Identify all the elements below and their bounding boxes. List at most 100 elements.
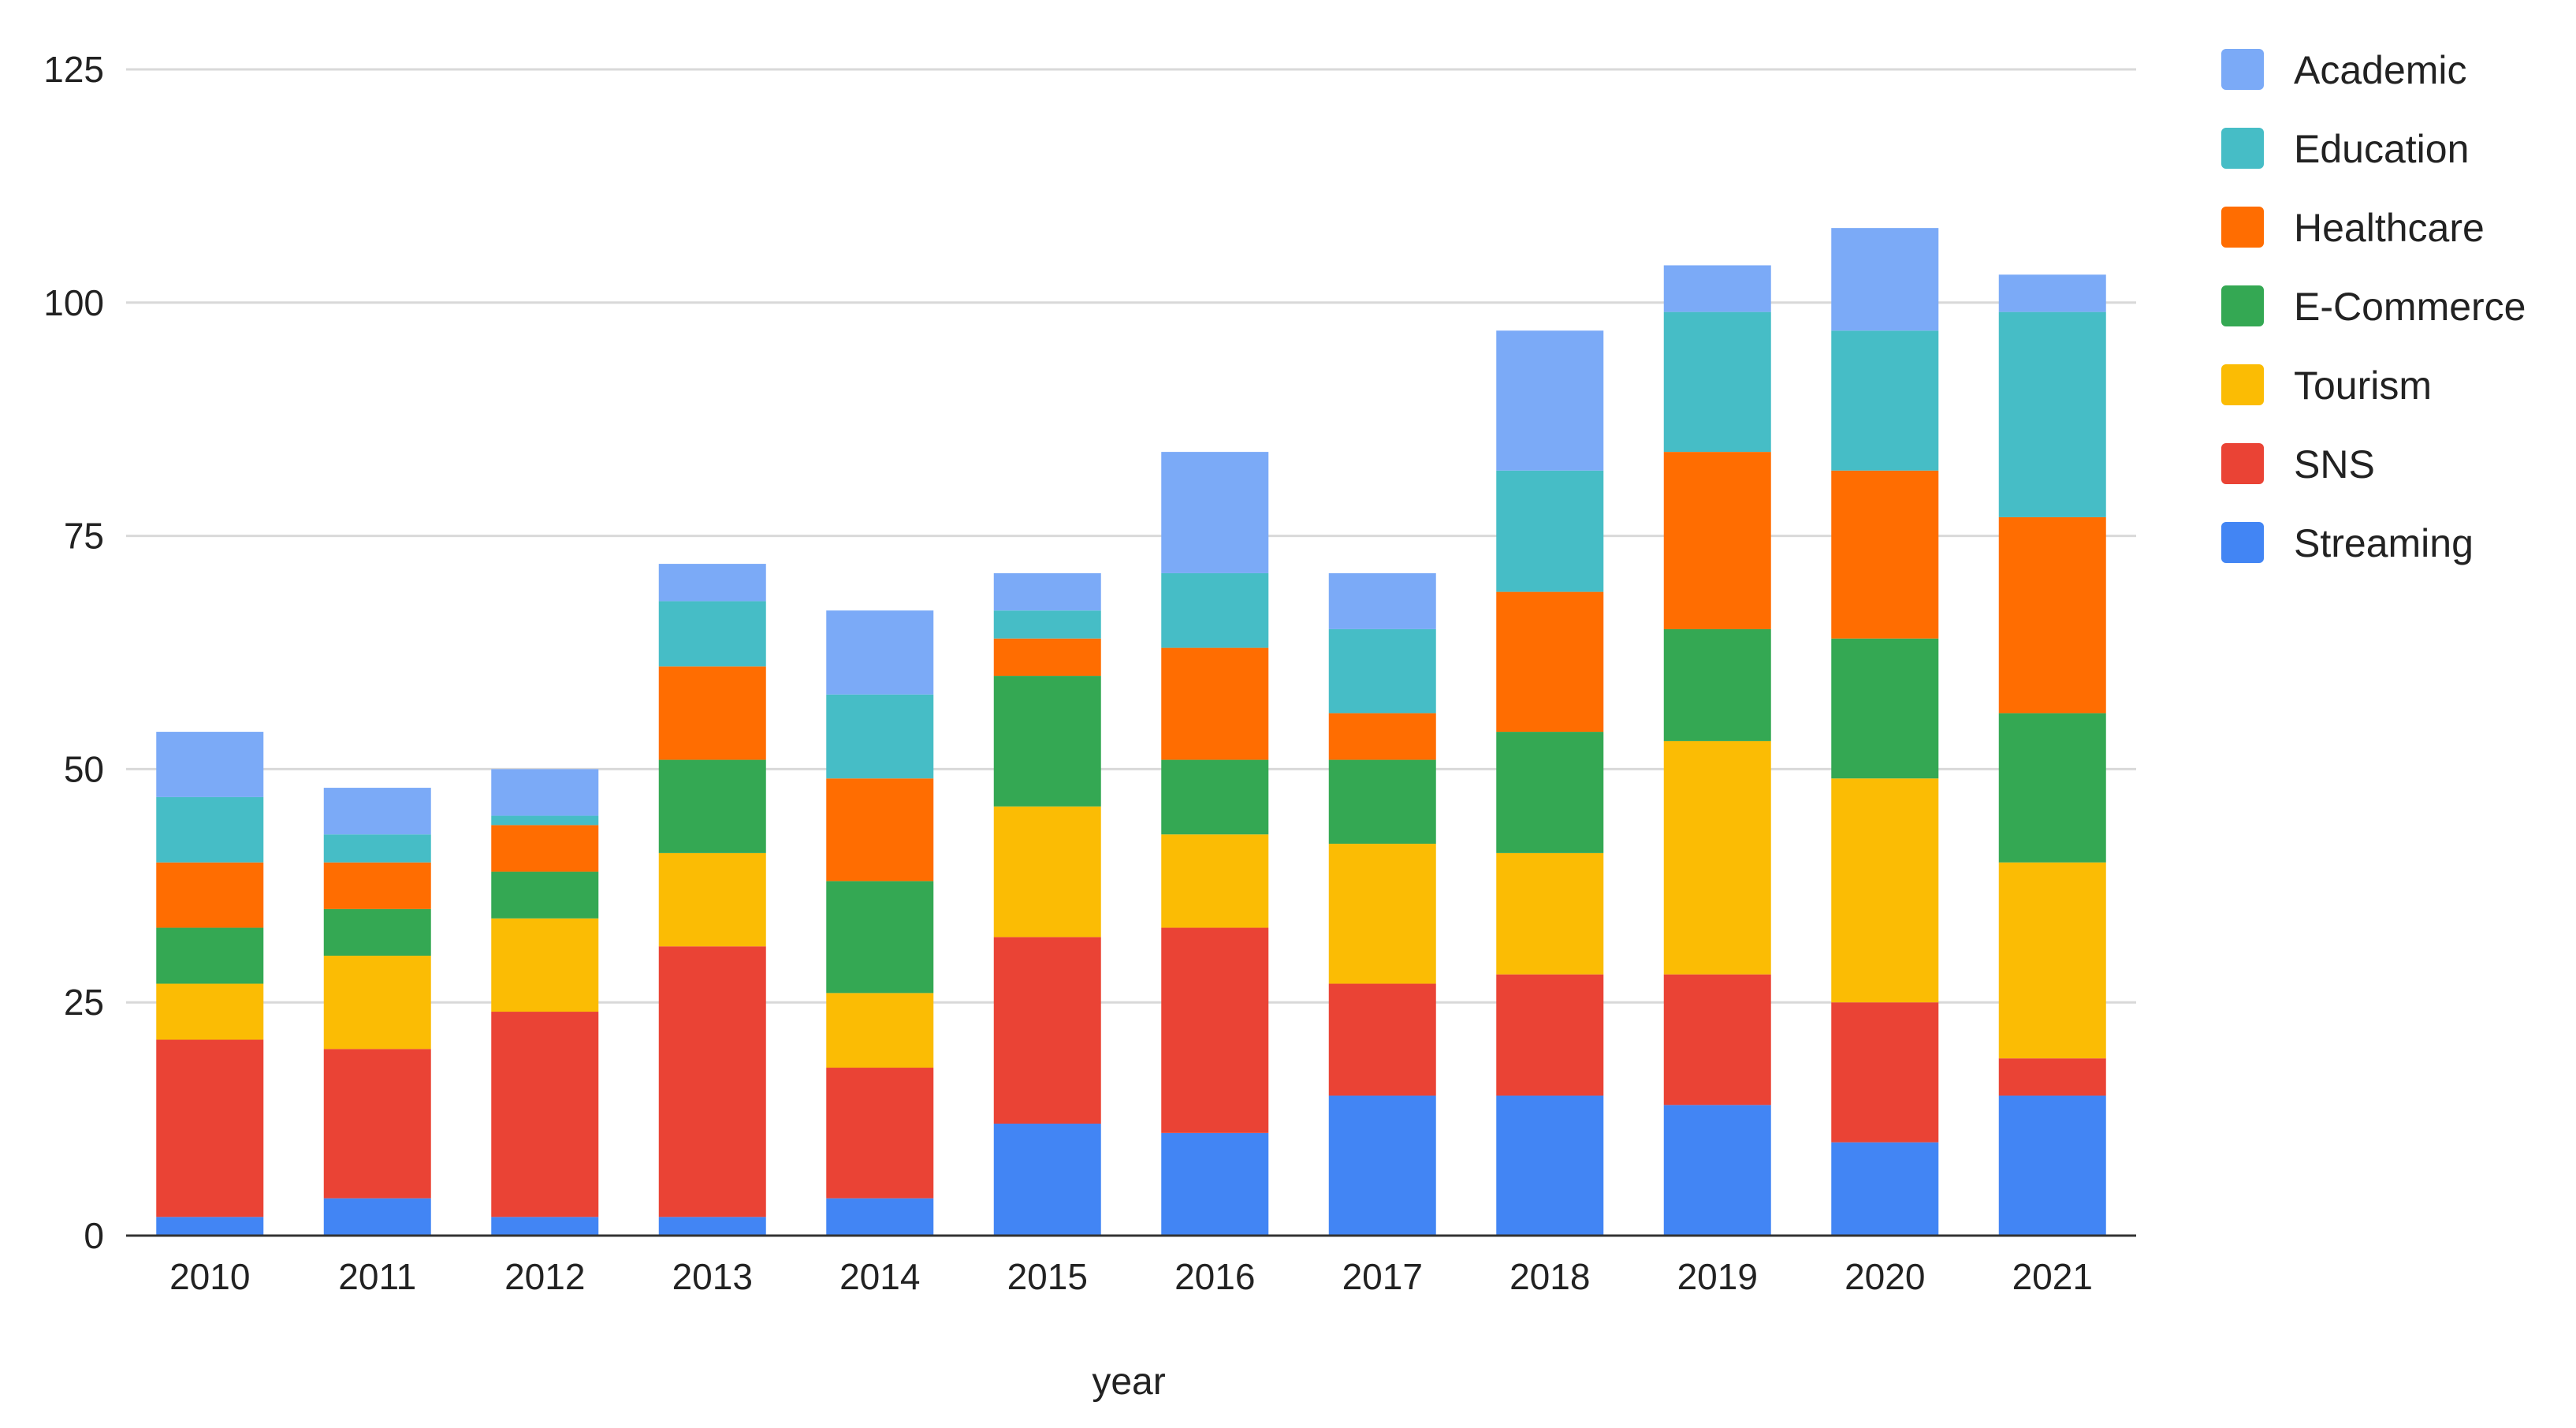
x-tick-label: 2016 [1174,1256,1255,1297]
legend-label: SNS [2294,442,2375,487]
bar-segment-tourism-2010 [156,983,264,1040]
bar-segment-academic-2019 [1663,265,1771,312]
bar-segment-sns-2014 [826,1068,934,1199]
bar-segment-education-2016 [1161,572,1269,648]
x-tick-label: 2011 [338,1256,416,1297]
x-tick-label: 2019 [1677,1256,1758,1297]
bar-segment-healthcare-2016 [1161,647,1269,760]
bar-segment-academic-2011 [323,788,431,835]
bar-segment-streaming-2011 [323,1198,431,1236]
legend-label: Tourism [2294,364,2432,408]
legend-label: Academic [2294,48,2467,92]
bar-segment-tourism-2014 [826,993,934,1068]
y-tick-label: 100 [43,282,104,323]
bar-segment-tourism-2016 [1161,834,1269,928]
bar-segment-e-commerce-2010 [156,927,264,984]
axes: 0 25 50 75 100 125 2010 2011 2012 2013 2014 2015 201… [43,49,2136,1297]
bar-segment-academic-2015 [993,572,1101,611]
bar-segment-tourism-2011 [323,956,431,1050]
bar-segment-sns-2012 [491,1012,599,1217]
bar-segment-education-2011 [323,834,431,863]
bar-segment-tourism-2013 [658,852,766,947]
y-tick-label: 50 [64,748,104,789]
bar-segment-healthcare-2020 [1831,470,1939,639]
bar-segment-e-commerce-2011 [323,908,431,956]
bar-segment-healthcare-2012 [491,825,599,872]
x-tick-label: 2017 [1342,1256,1423,1297]
bar-segment-sns-2016 [1161,927,1269,1133]
bar-segment-tourism-2012 [491,918,599,1012]
bar-segment-streaming-2020 [1831,1142,1939,1236]
bar-segment-streaming-2012 [491,1217,599,1236]
bar-segment-academic-2014 [826,610,934,695]
bar-segment-education-2015 [993,610,1101,639]
x-tick-label: 2015 [1007,1256,1088,1297]
bar-segment-e-commerce-2019 [1663,628,1771,741]
legend-swatch [2221,285,2264,326]
legend-item-streaming: Streaming [2221,521,2474,565]
bar-segment-sns-2021 [1998,1058,2106,1096]
x-tick-label: 2020 [1845,1256,1925,1297]
bar-segment-healthcare-2015 [993,638,1101,677]
legend-item-tourism: Tourism [2221,364,2432,408]
bar-segment-e-commerce-2013 [658,759,766,853]
bar-segment-e-commerce-2018 [1496,732,1604,853]
legend-item-sns: SNS [2221,442,2375,487]
bar-segment-streaming-2021 [1998,1095,2106,1236]
bar-segment-e-commerce-2014 [826,881,934,994]
legend-swatch [2221,128,2264,169]
bar-segment-e-commerce-2016 [1161,759,1269,835]
bar-segment-tourism-2017 [1328,844,1436,984]
bars [156,228,2106,1236]
x-tick-label: 2012 [504,1256,585,1297]
legend-swatch [2221,207,2264,248]
bar-segment-education-2020 [1831,330,1939,471]
bar-segment-healthcare-2011 [323,862,431,909]
bar-segment-academic-2018 [1496,330,1604,471]
bar-segment-e-commerce-2021 [1998,713,2106,863]
bar-segment-education-2012 [491,815,599,826]
legend: Academic Education Healthcare E-Commerce Tou… [2221,48,2526,565]
y-tick-label: 75 [64,516,104,557]
legend-label: Education [2294,127,2469,171]
legend-swatch [2221,49,2264,90]
x-tick-label: 2014 [839,1256,920,1297]
legend-label: Healthcare [2294,206,2485,250]
legend-label: Streaming [2294,521,2474,565]
legend-item-e-commerce: E-Commerce [2221,285,2526,329]
bar-segment-sns-2017 [1328,983,1436,1096]
bar-segment-education-2010 [156,796,264,863]
legend-item-education: Education [2221,127,2469,171]
x-tick-label: 2013 [672,1256,753,1297]
bar-segment-healthcare-2018 [1496,591,1604,733]
bar-segment-academic-2017 [1328,572,1436,629]
x-tick-label: 2021 [2012,1256,2093,1297]
bar-segment-sns-2019 [1663,974,1771,1105]
bar-segment-academic-2021 [1998,274,2106,312]
bar-segment-sns-2013 [658,946,766,1217]
bar-segment-e-commerce-2015 [993,676,1101,807]
gridlines [126,68,2136,1004]
bar-segment-tourism-2019 [1663,740,1771,975]
y-tick-label: 125 [43,49,104,90]
legend-swatch [2221,443,2264,484]
y-tick-label: 25 [64,982,104,1023]
bar-segment-sns-2015 [993,937,1101,1124]
bar-segment-healthcare-2021 [1998,516,2106,714]
bar-segment-e-commerce-2017 [1328,759,1436,844]
bar-segment-e-commerce-2012 [491,871,599,919]
bar-segment-streaming-2017 [1328,1095,1436,1236]
legend-swatch [2221,364,2264,405]
legend-swatch [2221,522,2264,563]
bar-segment-healthcare-2014 [826,778,934,882]
bar-segment-sns-2018 [1496,974,1604,1096]
bar-segment-tourism-2020 [1831,778,1939,1003]
bar-segment-healthcare-2010 [156,862,264,928]
bar-segment-streaming-2019 [1663,1105,1771,1236]
bar-segment-education-2021 [1998,311,2106,517]
bar-segment-streaming-2010 [156,1217,264,1236]
bar-segment-streaming-2016 [1161,1132,1269,1236]
bar-segment-healthcare-2013 [658,666,766,760]
